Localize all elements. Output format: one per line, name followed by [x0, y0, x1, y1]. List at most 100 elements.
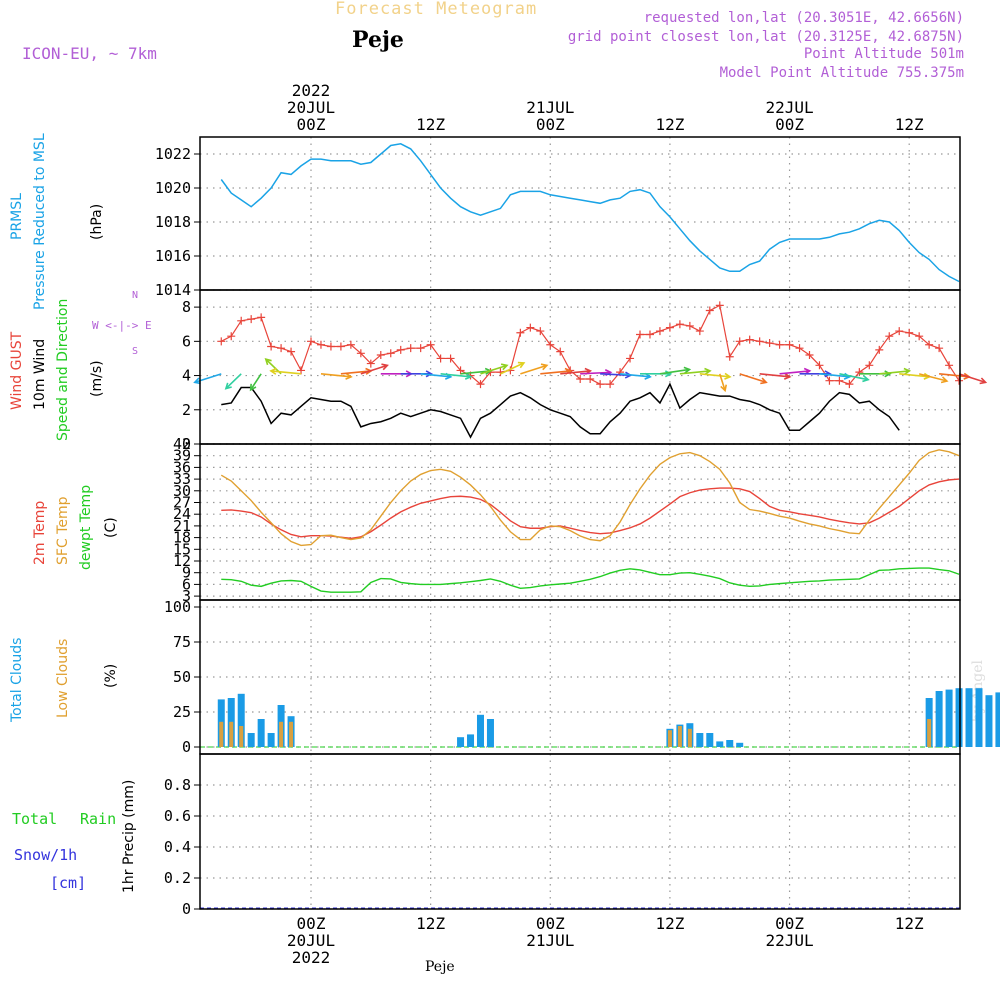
- wind-arrow: [879, 370, 910, 375]
- wind-arrow-head: [979, 377, 988, 385]
- gust-marker: [735, 337, 744, 346]
- model-label: ICON-EU, ~ 7km: [22, 44, 157, 63]
- gust-marker: [546, 340, 555, 349]
- wind-arrow-head: [425, 370, 433, 378]
- gust-marker: [287, 347, 296, 356]
- wind-arrow: [679, 370, 711, 375]
- time-label-top: 20JUL: [287, 98, 335, 117]
- wind-arrow-head: [724, 372, 732, 380]
- wind-arrow-head: [517, 361, 526, 369]
- wind-arrow-head: [720, 384, 728, 393]
- footer-place: Peje: [425, 959, 455, 975]
- wind-arrow-head: [683, 366, 692, 374]
- wind-arrow: [360, 364, 388, 375]
- time-label-top: 12Z: [655, 115, 684, 134]
- wind-arrow-head: [264, 357, 272, 366]
- gust-marker: [875, 345, 884, 354]
- gust-marker: [715, 301, 724, 310]
- rain-label: Rain: [80, 810, 117, 828]
- gust-marker: [227, 332, 236, 341]
- gust-marker: [526, 323, 535, 332]
- y-tick-label: 0.4: [164, 838, 191, 856]
- total-cloud-bar: [257, 719, 265, 747]
- wind-arrow: [899, 373, 930, 378]
- gust-marker: [685, 321, 694, 330]
- time-label-top: 21JUL: [526, 98, 574, 117]
- wind-arrow: [699, 373, 731, 378]
- gust-marker: [396, 345, 405, 354]
- y-tick-label: 12: [173, 552, 191, 570]
- gust-marker: [307, 337, 315, 346]
- low-cloud-bar: [219, 721, 224, 747]
- wind-arrow: [194, 373, 222, 384]
- y-tick-label: 0: [182, 435, 191, 453]
- gust-marker: [895, 327, 904, 336]
- gust-marker: [855, 368, 864, 377]
- total-cloud-bar: [716, 741, 724, 747]
- time-label-bottom: 2022: [292, 948, 331, 967]
- y-tick-label: 0.2: [164, 869, 191, 887]
- total-cloud-bar: [247, 733, 255, 747]
- gust-marker: [955, 376, 964, 385]
- gust-marker: [267, 342, 276, 351]
- y-tick-label: 42: [173, 435, 191, 453]
- snow-unit: [cm]: [50, 874, 87, 892]
- wind-arrow: [540, 370, 571, 375]
- wind-arrow-head: [500, 363, 509, 371]
- wind-arrow: [440, 373, 471, 378]
- total-cloud-bar: [935, 691, 943, 747]
- gust-marker: [905, 328, 914, 337]
- wind-arrow: [500, 362, 525, 375]
- time-label-top: 2022: [292, 81, 331, 100]
- gust-marker: [606, 380, 615, 389]
- compass-n: N: [132, 290, 139, 301]
- gust-marker: [725, 352, 734, 361]
- low-cloud-bar: [667, 730, 672, 747]
- wind-arrow: [225, 373, 242, 390]
- y-tick-label: 2: [182, 401, 191, 419]
- gust-marker: [336, 342, 345, 351]
- gust-marker: [945, 361, 954, 370]
- low-cloud-bar: [927, 719, 932, 747]
- total-cloud-bar: [237, 693, 245, 747]
- gust-marker: [815, 361, 824, 370]
- y-tick-label: 18: [173, 529, 191, 547]
- total-cloud-bar: [965, 688, 973, 747]
- panel-frame: [199, 599, 961, 755]
- y-tick-label: 15: [173, 540, 191, 558]
- wind-arrow: [918, 373, 948, 382]
- wind-arrow: [958, 373, 986, 384]
- time-label-bottom: 00Z: [297, 914, 326, 933]
- time-label-top: 12Z: [895, 115, 924, 134]
- y-tick-label: 33: [173, 470, 191, 488]
- y-tick-label: 1020: [155, 179, 191, 197]
- gust-marker: [626, 354, 635, 363]
- grid-location: grid point closest lon,lat (20.3125E, 42…: [567, 29, 964, 45]
- gust-marker: [346, 340, 355, 349]
- gust-marker: [237, 316, 246, 325]
- temp-2m-line: [221, 478, 960, 540]
- gust-marker: [795, 344, 804, 353]
- gust-marker: [865, 361, 874, 370]
- gust-marker: [636, 330, 645, 339]
- total-cloud-bar: [995, 692, 1000, 747]
- chart-title: Forecast Meteogram: [335, 0, 538, 19]
- gust-marker: [705, 306, 714, 315]
- gust-marker: [316, 340, 325, 349]
- panel-frame: [199, 136, 961, 291]
- y-tick-label: 0.8: [164, 776, 191, 794]
- low-cloud-bar: [229, 721, 234, 747]
- point-altitude: Point Altitude 501m: [803, 46, 964, 62]
- y-tick-label: 27: [173, 494, 191, 512]
- y-tick-label: 24: [173, 505, 191, 523]
- gust-marker: [805, 351, 814, 360]
- gust-marker: [765, 339, 774, 348]
- wind-arrow: [779, 370, 810, 375]
- y-tick-label: 6: [182, 332, 191, 350]
- gust-marker: [935, 344, 944, 353]
- time-label-bottom: 21JUL: [526, 931, 574, 950]
- wind-speed-line: [221, 382, 900, 439]
- gust-marker: [426, 340, 435, 349]
- gust-marker: [257, 313, 266, 322]
